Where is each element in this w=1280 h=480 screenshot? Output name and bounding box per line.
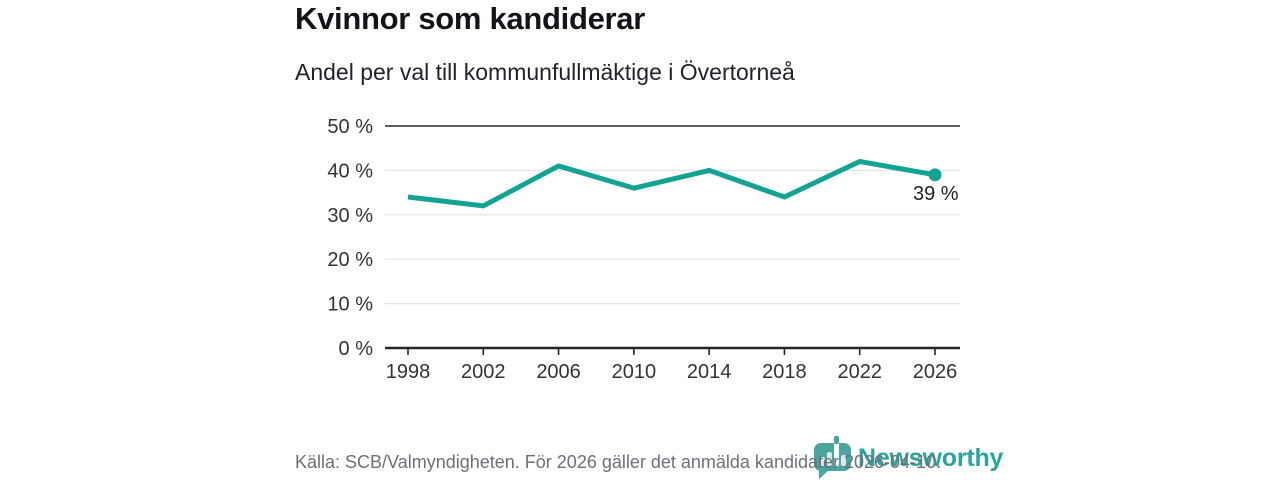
x-axis-tick-label: 2002 [461,361,506,383]
end-point-marker [928,168,942,182]
x-axis-tick-label: 2022 [837,361,882,383]
x-axis-tick-label: 2018 [762,361,807,383]
logo-bar-protrusion [834,436,839,444]
source-note: Källa: SCB/Valmyndigheten. För 2026 gäll… [295,452,942,472]
y-axis-tick-label: 30 % [327,205,373,227]
newsworthy-wordmark: Newsworthy [858,444,1004,472]
bar-chart-speech-bubble-icon [814,436,851,479]
y-axis-tick-label: 40 % [327,160,373,182]
data-line [407,159,936,209]
logo-bar [827,452,832,466]
y-axis-tick-label: 10 % [327,294,373,316]
newsworthy-logo: Newsworthy [814,436,1004,479]
last-point-label: 39 % [913,182,959,205]
y-axis-tick-label: 0 % [339,338,374,360]
chart-subtitle: Andel per val till kommunfullmäktige i Ö… [295,59,795,85]
y-axis-tick-label: 50 % [327,116,373,138]
speech-bubble-tail [819,470,829,479]
x-axis-tick-label: 2010 [612,361,657,383]
x-axis-tick-label: 1998 [386,361,431,383]
logo-bar [834,441,839,466]
logo-bar [820,457,825,466]
x-axis-tick-label: 2006 [536,361,581,383]
y-axis-tick-label: 20 % [327,249,373,271]
x-axis-tick-label: 2014 [687,361,732,383]
logo-bar [841,455,846,466]
chart-title: Kvinnor som kandiderar [295,1,645,36]
x-axis-tick-label: 2026 [913,361,958,383]
